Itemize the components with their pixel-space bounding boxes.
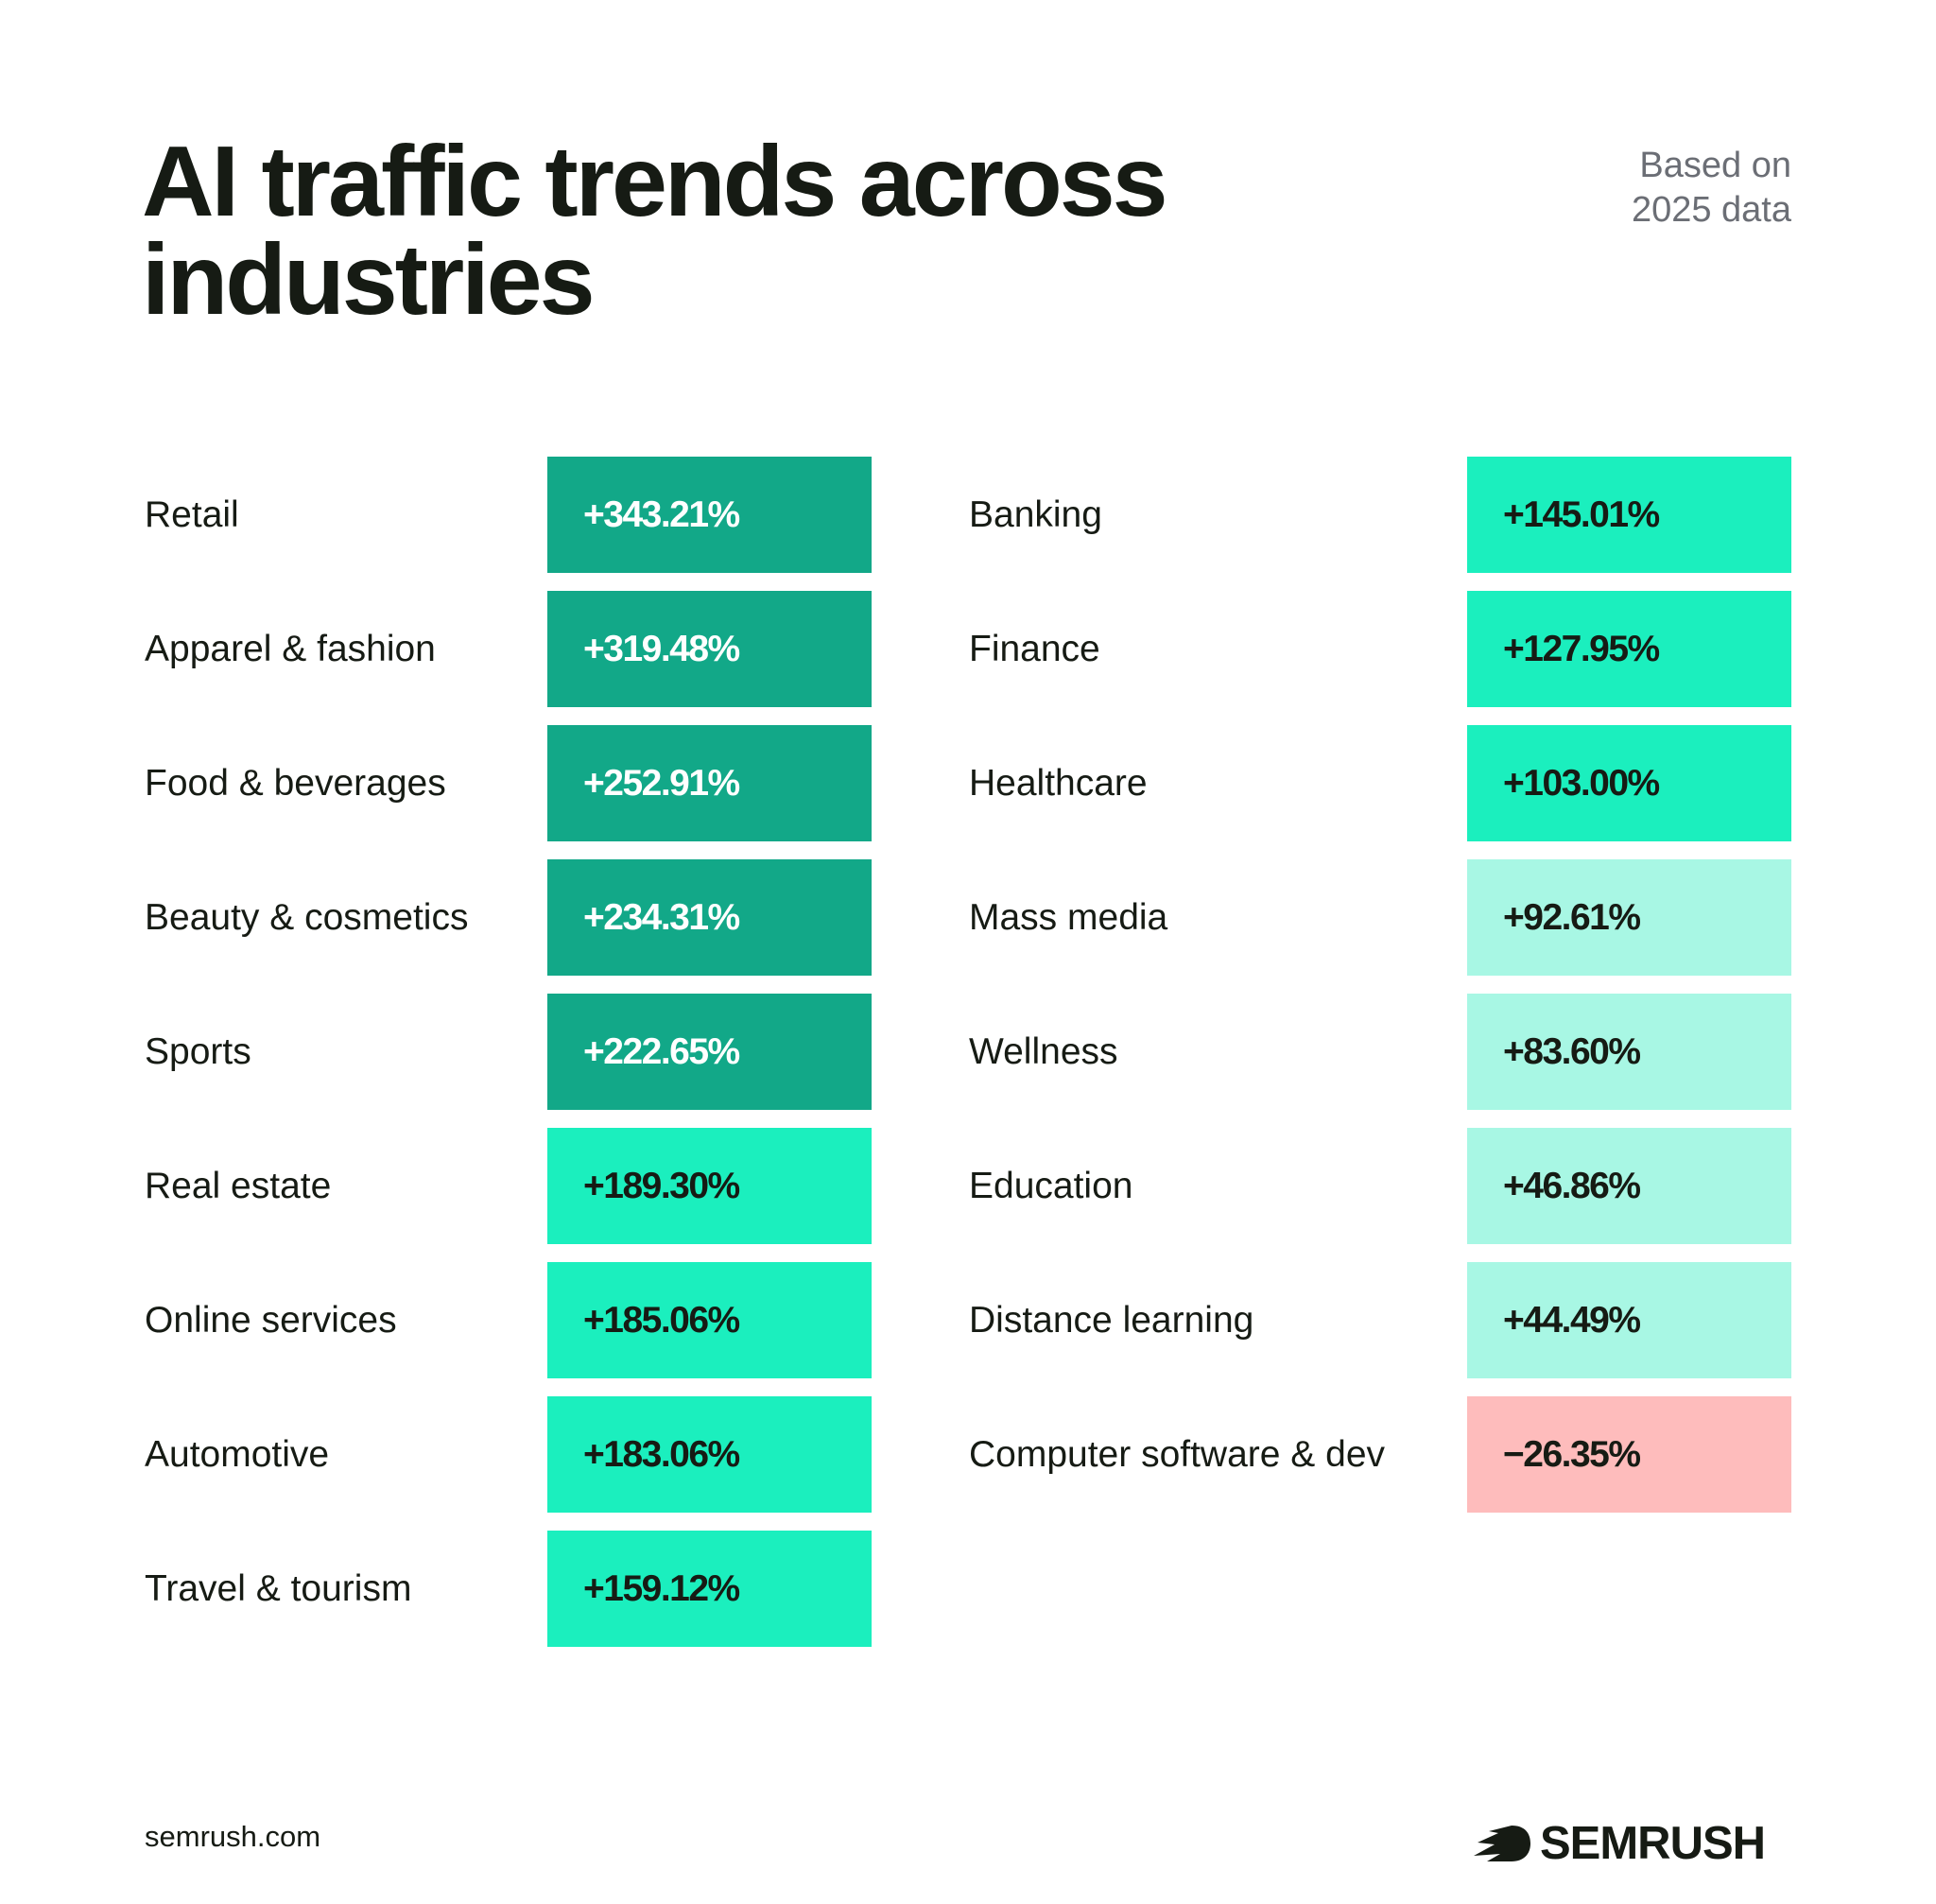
table-row: Automotive +183.06% (145, 1396, 1090, 1513)
industry-label: Healthcare (969, 763, 1148, 804)
value-cell: +343.21% (547, 457, 872, 573)
value-cell: +189.30% (547, 1128, 872, 1244)
note-line-2: 2025 data (1631, 190, 1791, 230)
change-value: +234.31% (583, 897, 740, 938)
industry-label: Food & beverages (145, 763, 446, 804)
note-line-1: Based on (1639, 146, 1791, 185)
industry-label: Apparel & fashion (145, 629, 436, 669)
change-value: +83.60% (1503, 1031, 1641, 1072)
industry-label: Computer software & dev (969, 1434, 1386, 1475)
change-value: +44.49% (1503, 1300, 1641, 1341)
page-title: AI traffic trends across industries (142, 126, 1168, 336)
value-cell: +252.91% (547, 725, 872, 841)
industry-label: Online services (145, 1300, 397, 1341)
table-row: Real estate +189.30% (145, 1128, 1090, 1244)
change-value: +189.30% (583, 1166, 740, 1206)
value-cell: +127.95% (1467, 591, 1791, 707)
industry-label: Automotive (145, 1434, 330, 1475)
industry-label: Mass media (969, 897, 1168, 938)
data-year-note: Based on 2025 data (1632, 144, 1791, 233)
table-row: Travel & tourism +159.12% (145, 1531, 1090, 1647)
value-cell: +83.60% (1467, 994, 1791, 1110)
semrush-logo: SEMRUSH (1468, 1817, 1766, 1870)
change-value: +46.86% (1503, 1166, 1641, 1206)
change-value: +183.06% (583, 1434, 740, 1475)
table-row: Apparel & fashion +319.48% (145, 591, 1090, 707)
change-value: +127.95% (1503, 629, 1660, 669)
table-row: Education +46.86% (969, 1128, 1914, 1244)
industry-label: Finance (969, 629, 1100, 669)
industry-label: Banking (969, 494, 1102, 535)
industry-label: Sports (145, 1031, 251, 1072)
change-value: −26.35% (1503, 1434, 1641, 1475)
value-cell: −26.35% (1467, 1396, 1791, 1513)
industry-label: Retail (145, 494, 239, 535)
change-value: +252.91% (583, 763, 740, 804)
change-value: +319.48% (583, 629, 740, 669)
table-row: Mass media +92.61% (969, 859, 1914, 976)
table-row: Sports +222.65% (145, 994, 1090, 1110)
table-row: Banking +145.01% (969, 457, 1914, 573)
change-value: +145.01% (1503, 494, 1660, 535)
change-value: +185.06% (583, 1300, 740, 1341)
value-cell: +44.49% (1467, 1262, 1791, 1378)
change-value: +343.21% (583, 494, 740, 535)
change-value: +222.65% (583, 1031, 740, 1072)
change-value: +103.00% (1503, 763, 1660, 804)
value-cell: +185.06% (547, 1262, 872, 1378)
change-value: +92.61% (1503, 897, 1641, 938)
industry-label: Distance learning (969, 1300, 1254, 1341)
industry-label: Education (969, 1166, 1133, 1206)
value-cell: +183.06% (547, 1396, 872, 1513)
value-cell: +92.61% (1467, 859, 1791, 976)
industry-label: Beauty & cosmetics (145, 897, 469, 938)
table-row: Online services +185.06% (145, 1262, 1090, 1378)
value-cell: +319.48% (547, 591, 872, 707)
table-row: Healthcare +103.00% (969, 725, 1914, 841)
value-cell: +46.86% (1467, 1128, 1791, 1244)
table-row: Finance +127.95% (969, 591, 1914, 707)
value-cell: +103.00% (1467, 725, 1791, 841)
industry-label: Real estate (145, 1166, 332, 1206)
table-row: Retail +343.21% (145, 457, 1090, 573)
footer-url[interactable]: semrush.com (145, 1820, 321, 1853)
change-value: +159.12% (583, 1568, 740, 1609)
table-row: Food & beverages +252.91% (145, 725, 1090, 841)
value-cell: +145.01% (1467, 457, 1791, 573)
table-row: Beauty & cosmetics +234.31% (145, 859, 1090, 976)
value-cell: +159.12% (547, 1531, 872, 1647)
table-row: Computer software & dev −26.35% (969, 1396, 1914, 1513)
industry-label: Travel & tourism (145, 1568, 412, 1609)
industry-label: Wellness (969, 1031, 1118, 1072)
semrush-comet-icon (1474, 1826, 1530, 1861)
table-row: Wellness +83.60% (969, 994, 1914, 1110)
table-row: Distance learning +44.49% (969, 1262, 1914, 1378)
value-cell: +234.31% (547, 859, 872, 976)
value-cell: +222.65% (547, 994, 872, 1110)
logo-wordmark: SEMRUSH (1540, 1818, 1766, 1869)
